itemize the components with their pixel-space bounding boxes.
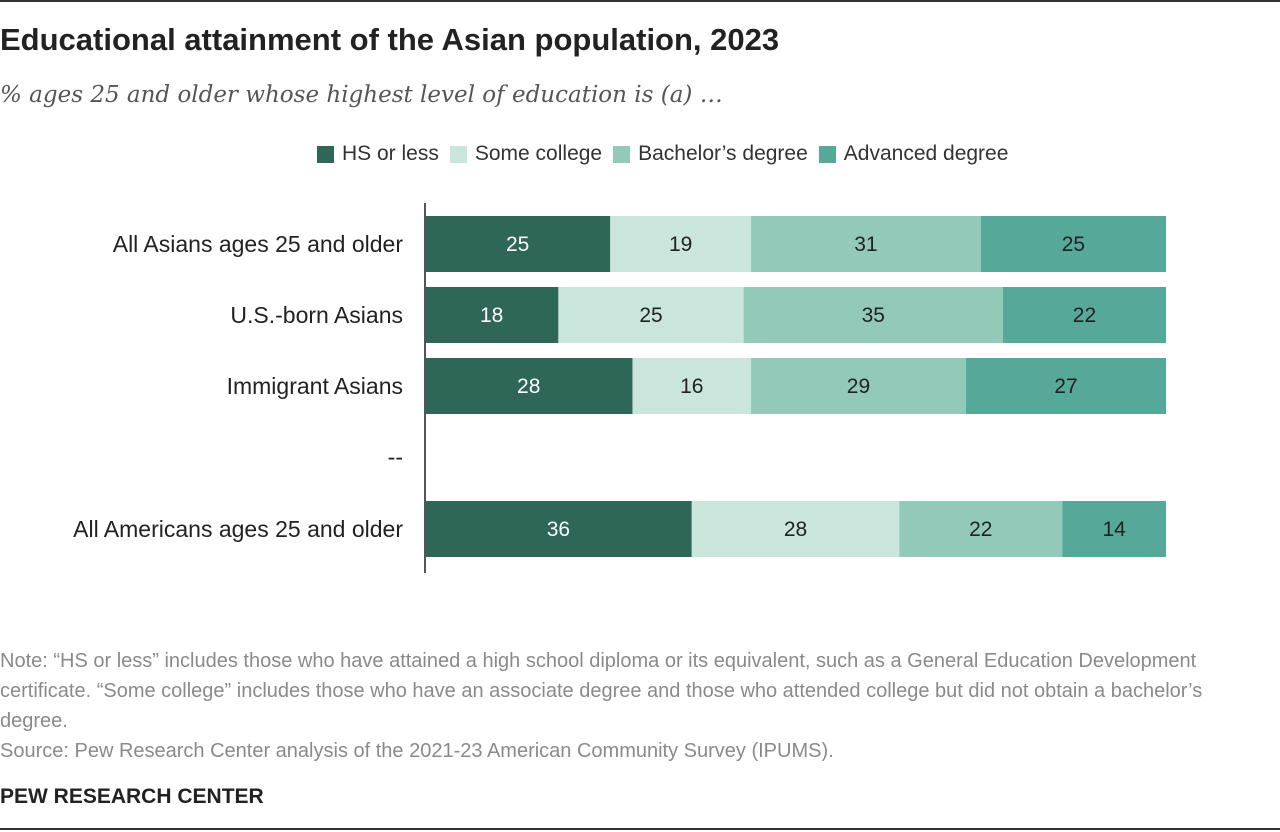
data-label: 19 xyxy=(669,233,692,256)
data-label: 14 xyxy=(1102,518,1126,541)
data-label: 22 xyxy=(1073,304,1096,327)
legend-item-some-college: Some college xyxy=(449,142,603,166)
data-label: 28 xyxy=(517,375,540,398)
bar-segment-bachelor-s-degree xyxy=(751,216,981,272)
bar-segment-advanced-degree xyxy=(1002,287,1166,343)
bottom-rule xyxy=(0,828,1280,830)
bar-segment-bachelor-s-degree xyxy=(751,358,966,414)
legend-item-advanced: Advanced degree xyxy=(818,142,1009,166)
data-label: 25 xyxy=(639,304,662,327)
data-label: 22 xyxy=(969,518,992,541)
legend-item-hs-or-less: HS or less xyxy=(317,142,439,166)
chart-title: Educational attainment of the Asian popu… xyxy=(0,22,780,57)
bar-segment-advanced-degree xyxy=(1062,501,1166,557)
data-label: 28 xyxy=(784,518,807,541)
legend-swatch-advanced xyxy=(818,145,836,163)
bar-segment-some-college xyxy=(558,287,744,343)
data-label: 25 xyxy=(1062,233,1085,256)
category-label: All Americans ages 25 and older xyxy=(73,516,403,542)
legend-swatch-some-college xyxy=(449,145,467,163)
bar-segment-some-college xyxy=(632,358,752,414)
legend-label-some-college: Some college xyxy=(474,142,603,165)
bar-segment-some-college xyxy=(691,501,900,557)
note-text: Note: “HS or less” includes those who ha… xyxy=(0,650,1203,732)
data-label: 29 xyxy=(847,375,870,398)
category-label: All Asians ages 25 and older xyxy=(113,231,404,257)
bar-segment-bachelor-s-degree xyxy=(899,501,1063,557)
legend-label-bachelors: Bachelor’s degree xyxy=(638,142,808,165)
data-label: 27 xyxy=(1054,375,1077,398)
footnote: Note: “HS or less” includes those who ha… xyxy=(0,646,1275,766)
org-credit: PEW RESEARCH CENTER xyxy=(0,785,264,808)
category-label: U.S.-born Asians xyxy=(230,302,403,328)
data-label: 36 xyxy=(547,518,570,541)
legend: HS or less Some college Bachelor’s degre… xyxy=(317,142,1019,166)
bar-segment-hs-or-less xyxy=(425,216,611,272)
data-label: 16 xyxy=(680,375,703,398)
stacked-bar-chart: All Asians ages 25 and older 25 19 31 25 U.S.… xyxy=(73,203,1166,573)
bar-segment-advanced-degree xyxy=(980,216,1166,272)
data-label: 35 xyxy=(862,304,885,327)
category-label: Immigrant Asians xyxy=(227,373,403,399)
bar-segment-bachelor-s-degree xyxy=(743,287,1003,343)
legend-item-bachelors: Bachelor’s degree xyxy=(613,142,808,166)
legend-swatch-bachelors xyxy=(613,145,631,163)
bar-segment-hs-or-less xyxy=(425,501,692,557)
bar-segment-some-college xyxy=(610,216,752,272)
bar-segment-advanced-degree xyxy=(965,358,1166,414)
legend-swatch-hs-or-less xyxy=(317,145,334,163)
category-label: -- xyxy=(388,444,403,470)
data-label: 25 xyxy=(506,233,529,256)
bar-segment-hs-or-less xyxy=(425,358,633,414)
data-label: 31 xyxy=(854,233,877,256)
top-rule xyxy=(0,0,1280,2)
source-text: Source: Pew Research Center analysis of … xyxy=(0,740,834,762)
bar-segment-hs-or-less xyxy=(425,287,559,343)
legend-label-advanced: Advanced degree xyxy=(843,142,1009,165)
data-label: 18 xyxy=(480,304,503,327)
chart-subtitle: % ages 25 and older whose highest level … xyxy=(0,82,723,108)
legend-label-hs-or-less: HS or less xyxy=(342,142,439,165)
